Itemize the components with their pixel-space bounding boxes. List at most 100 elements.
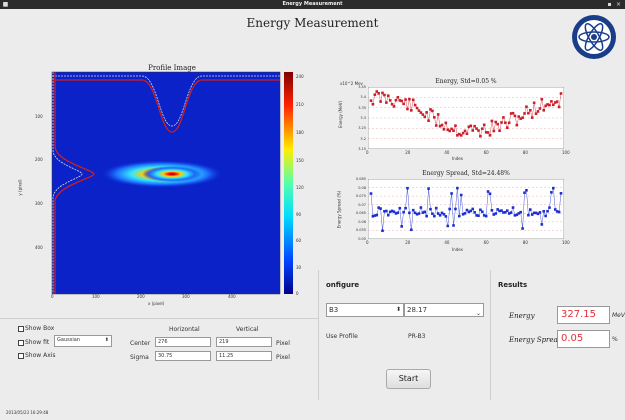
show-axis-checkbox[interactable] [18, 353, 24, 359]
y-tick: 300 [35, 201, 43, 206]
data-point [392, 210, 396, 214]
data-point [456, 134, 459, 137]
data-point [500, 209, 503, 212]
data-point [481, 127, 484, 130]
data-point [381, 91, 384, 95]
data-point [548, 206, 551, 209]
series-line [370, 91, 562, 137]
data-point [553, 101, 557, 104]
data-point [525, 188, 528, 192]
data-point [427, 187, 430, 190]
energy-spread-label: Energy Spread [509, 336, 563, 344]
data-point [540, 97, 544, 101]
data-point [481, 210, 484, 214]
data-point [473, 211, 476, 214]
energy-spread-unit: % [612, 336, 618, 343]
data-point [482, 123, 486, 127]
data-point [448, 207, 451, 211]
beamline-select-value: B3 [329, 306, 339, 314]
value-spinbox[interactable]: 28.17 ⌄ [404, 303, 484, 317]
data-point [496, 208, 499, 211]
data-point [465, 208, 469, 212]
y-tick: 3.4 [360, 95, 366, 100]
data-point [479, 134, 482, 138]
use-profile-value: PR-B3 [408, 333, 426, 340]
close-icon[interactable]: × [615, 1, 622, 8]
data-point [544, 214, 547, 218]
beamline-select[interactable]: B3 ⬍ [326, 303, 404, 317]
data-point [442, 212, 446, 216]
data-point [373, 214, 377, 217]
data-point [385, 209, 388, 213]
spinbox-arrow-icon[interactable]: ⌄ [475, 310, 481, 317]
data-point [442, 128, 446, 131]
data-point [502, 116, 505, 119]
data-point [400, 99, 404, 103]
y-tick: 3.35 [358, 105, 366, 110]
data-point [557, 210, 561, 214]
x-tick: 400 [228, 294, 236, 299]
data-point [555, 210, 559, 213]
data-point [398, 99, 402, 102]
sigma-vertical-field[interactable]: 11.25 [216, 351, 272, 361]
data-point [507, 212, 511, 215]
data-point [467, 210, 471, 214]
data-point [528, 208, 532, 211]
data-point [459, 134, 463, 137]
data-point [504, 211, 507, 214]
data-point [411, 208, 415, 212]
data-point [505, 209, 509, 212]
fit-method-value: Gaussian [57, 337, 80, 343]
center-vertical-field[interactable]: 219 [216, 337, 272, 347]
x-tick: 60 [483, 240, 489, 245]
data-point [425, 111, 428, 114]
window-menu-icon[interactable]: ■ [2, 1, 9, 8]
data-point [433, 116, 436, 119]
y-tick: 0.05 [358, 237, 366, 241]
data-point [488, 192, 492, 196]
sigma-horizontal-field[interactable]: 30.75 [155, 351, 211, 361]
energy-chart [368, 87, 564, 149]
data-point [408, 97, 411, 101]
data-point [463, 129, 467, 133]
data-point [410, 109, 413, 112]
data-point [425, 214, 428, 218]
minimize-icon[interactable]: ▪ [607, 1, 612, 8]
data-point [542, 210, 546, 213]
fit-method-select[interactable]: Gaussian ⬍ [54, 335, 112, 347]
data-point [538, 211, 542, 214]
energy-label: Energy [509, 312, 535, 320]
x-tick: 100 [562, 150, 570, 155]
data-point [544, 104, 547, 108]
data-point [507, 121, 511, 125]
data-point [371, 214, 375, 218]
data-point [448, 129, 451, 133]
x-tick: 20 [405, 240, 411, 245]
data-point [438, 214, 442, 217]
center-horizontal-field[interactable]: 276 [155, 337, 211, 347]
data-point [538, 107, 542, 110]
show-box-checkbox[interactable] [18, 326, 24, 332]
horizontal-column-header: Horizontal [169, 326, 200, 333]
show-fit-checkbox[interactable] [18, 340, 24, 346]
colorbar-tick: 0 [296, 291, 299, 296]
data-point [546, 209, 549, 213]
data-point [411, 98, 415, 102]
energy-chart-title: Energy, Std=0.05 % [435, 78, 497, 85]
data-point [486, 190, 490, 193]
data-point [471, 129, 475, 132]
y-tick: 3.45 [358, 85, 366, 89]
y-tick: 200 [35, 157, 43, 162]
data-point [419, 111, 423, 114]
x-tick: 40 [444, 150, 450, 155]
configure-section-title: onfigure [326, 281, 360, 289]
data-point [388, 99, 392, 102]
start-button[interactable]: Start [386, 369, 431, 389]
energy-value-field: 327.15 [557, 306, 610, 324]
data-point [419, 206, 423, 209]
x-tick: 80 [522, 150, 528, 155]
colorbar-tick: 90 [296, 212, 302, 217]
data-point [429, 207, 432, 211]
data-point [373, 93, 377, 96]
x-tick: 0 [51, 294, 54, 299]
